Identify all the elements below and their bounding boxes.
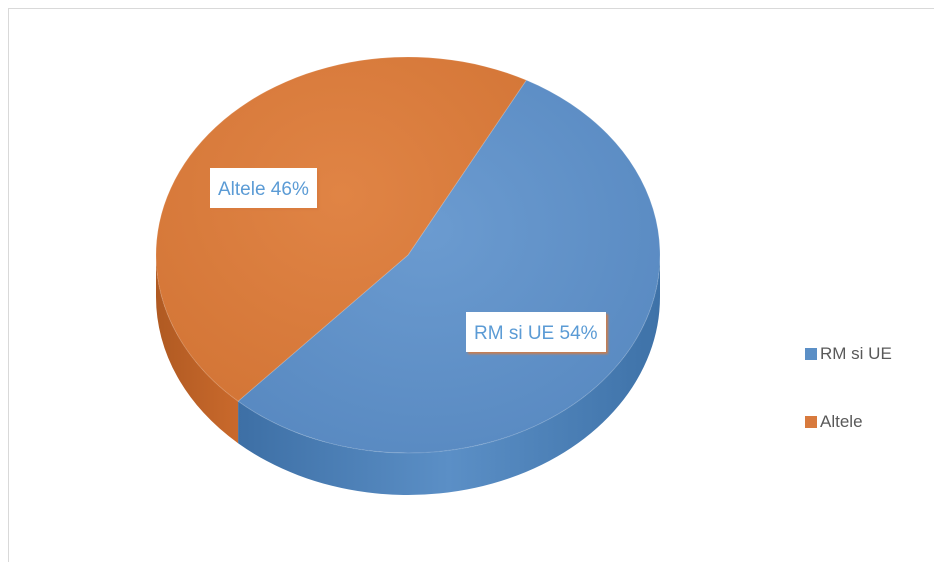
data-label-text-rm-si-ue: RM si UE 54%	[474, 323, 598, 344]
data-label-box-rm-si-ue	[466, 312, 606, 352]
legend-item-altele: Altele	[805, 408, 892, 436]
legend-swatch-altele	[805, 416, 817, 428]
pie-slice-rm-si-ue[interactable]	[237, 79, 661, 454]
pie-slice-altele[interactable]	[155, 56, 528, 402]
legend-item-rm-si-ue: RM si UE	[805, 340, 892, 368]
chart-legend: RM si UE Altele	[805, 340, 892, 476]
pie-side-rm-si-ue-0	[238, 255, 661, 495]
legend-label-rm-si-ue: RM si UE	[820, 344, 892, 363]
data-label-box-altele	[210, 168, 317, 208]
data-label-rm-si-ue: RM si UE 54%	[466, 312, 606, 352]
pie-side-altele-0	[156, 255, 239, 444]
legend-label-altele: Altele	[820, 412, 863, 431]
data-label-text-altele: Altele 46%	[218, 179, 309, 200]
data-label-altele: Altele 46%	[210, 168, 317, 208]
legend-swatch-rm-si-ue	[805, 348, 817, 360]
